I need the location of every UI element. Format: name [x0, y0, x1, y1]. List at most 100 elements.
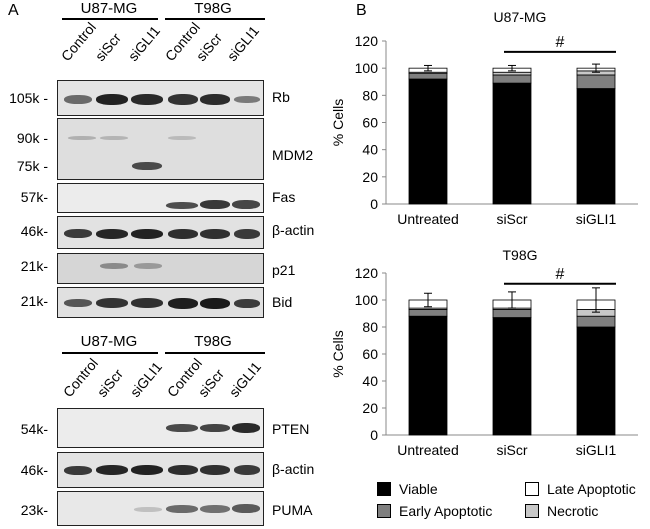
- legend-swatch-necrotic: [525, 504, 539, 518]
- y-tick-label: 80: [362, 87, 378, 103]
- x-tick-label: siScr: [496, 442, 527, 458]
- band: [234, 96, 260, 103]
- band: [134, 507, 162, 512]
- protein-p21: p21: [272, 262, 296, 278]
- group-line-u87mg-bottom: [62, 352, 158, 354]
- legend-label-viable: Viable: [399, 481, 438, 497]
- bar-segment: [492, 317, 532, 436]
- group-line-u87mg-top: [62, 18, 158, 20]
- bar-segment: [576, 315, 616, 328]
- chart-t98g: 0 20 40 60 80 100 120 % Cells Untreated siScr siGL…: [330, 265, 638, 458]
- band: [166, 505, 198, 513]
- x-tick-label: Untreated: [397, 442, 458, 458]
- band: [168, 229, 198, 239]
- band: [234, 299, 260, 308]
- protein-rb: Rb: [272, 89, 290, 105]
- marker-rb: 105k -: [9, 90, 48, 106]
- blot-bid: [57, 287, 264, 318]
- group-line-t98g-top: [165, 18, 265, 20]
- lane-label-top-3: siGLI1: [124, 22, 164, 64]
- y-tick-label: 0: [370, 427, 378, 443]
- band: [64, 95, 92, 104]
- blot-fas: [57, 183, 264, 213]
- protein-actin-bottom: β-actin: [272, 461, 315, 477]
- band: [64, 229, 92, 238]
- bar-segment: [576, 88, 616, 205]
- x-tick-label: siScr: [496, 211, 527, 227]
- group-label-t98g-bottom: T98G: [194, 333, 232, 350]
- bar-segment: [576, 74, 616, 89]
- blot-p21: [57, 253, 264, 284]
- lane-label-bottom-6: siGLI1: [225, 358, 265, 400]
- protein-puma: PUMA: [272, 502, 313, 518]
- legend-late-apoptotic: Late Apoptotic: [525, 481, 636, 497]
- y-tick-label: 60: [362, 115, 378, 131]
- band: [131, 229, 163, 239]
- y-tick-label: 120: [355, 33, 379, 49]
- band: [200, 505, 230, 513]
- legend-viable: Viable: [377, 481, 438, 497]
- band: [166, 424, 198, 432]
- y-tick-label: 20: [362, 169, 378, 185]
- legend-label-late-apoptotic: Late Apoptotic: [547, 481, 636, 497]
- y-tick-label: 20: [362, 400, 378, 416]
- y-tick-label: 40: [362, 142, 378, 158]
- band: [100, 136, 128, 140]
- protein-bid: Bid: [272, 294, 293, 310]
- legend-swatch-late-apoptotic: [525, 482, 539, 496]
- band: [131, 465, 163, 475]
- legend-swatch-viable: [377, 482, 391, 496]
- significance-label: #: [556, 266, 565, 283]
- marker-p21: 21k-: [20, 258, 48, 274]
- blot-mdm2: [57, 118, 264, 180]
- y-tick-label: 0: [370, 196, 378, 212]
- band: [100, 263, 128, 269]
- band: [64, 466, 92, 475]
- band: [234, 465, 260, 475]
- bar-segment: [492, 74, 532, 84]
- legend-necrotic: Necrotic: [525, 503, 598, 519]
- marker-mdm2-75k: 75k -: [16, 158, 48, 174]
- legend-swatch-early-apoptotic: [377, 504, 391, 518]
- lane-label-bottom-3: siGLI1: [126, 358, 166, 400]
- group-label-u87mg-top: U87-MG: [80, 0, 138, 17]
- marker-actin-bottom: 46k-: [20, 462, 48, 478]
- band: [168, 465, 198, 475]
- band: [168, 136, 196, 140]
- lane-label-top-1: Control: [57, 19, 100, 64]
- y-axis-label: % Cells: [330, 99, 346, 146]
- lane-label-bottom-1: Control: [59, 355, 102, 400]
- protein-fas: Fas: [272, 189, 296, 205]
- bar-segment: [408, 309, 448, 317]
- lane-label-top-2: siScr: [91, 29, 125, 64]
- bar-segment: [408, 73, 448, 80]
- band: [200, 229, 230, 239]
- bar-segment: [492, 82, 532, 205]
- bar-segment: [408, 78, 448, 205]
- blot-rb: [57, 80, 264, 116]
- band: [200, 200, 230, 209]
- significance-label: #: [556, 34, 565, 51]
- legend-label-necrotic: Necrotic: [547, 503, 599, 519]
- lane-label-bottom-2: siScr: [93, 365, 127, 400]
- protein-actin-top: β-actin: [272, 222, 315, 238]
- bar-segment: [408, 315, 448, 436]
- bar-segment: [576, 326, 616, 436]
- band: [168, 94, 198, 105]
- band: [96, 298, 128, 308]
- marker-puma: 23k-: [20, 502, 48, 518]
- marker-bid: 21k-: [20, 293, 48, 309]
- x-tick-label: Untreated: [397, 211, 458, 227]
- blot-actin-top: [57, 216, 264, 249]
- band: [68, 136, 96, 140]
- marker-mdm2-90k: 90k -: [16, 130, 48, 146]
- marker-pten: 54k-: [20, 421, 48, 437]
- band: [166, 202, 198, 209]
- y-tick-label: 60: [362, 346, 378, 362]
- chart-u87mg: 0 20 40 60 80 100 120 % Cells Untreated siScr siGL…: [330, 33, 638, 227]
- x-tick-label: siGLI1: [576, 211, 617, 227]
- band: [232, 200, 260, 209]
- protein-mdm2: MDM2: [272, 147, 314, 163]
- band: [200, 298, 230, 309]
- band: [168, 298, 198, 309]
